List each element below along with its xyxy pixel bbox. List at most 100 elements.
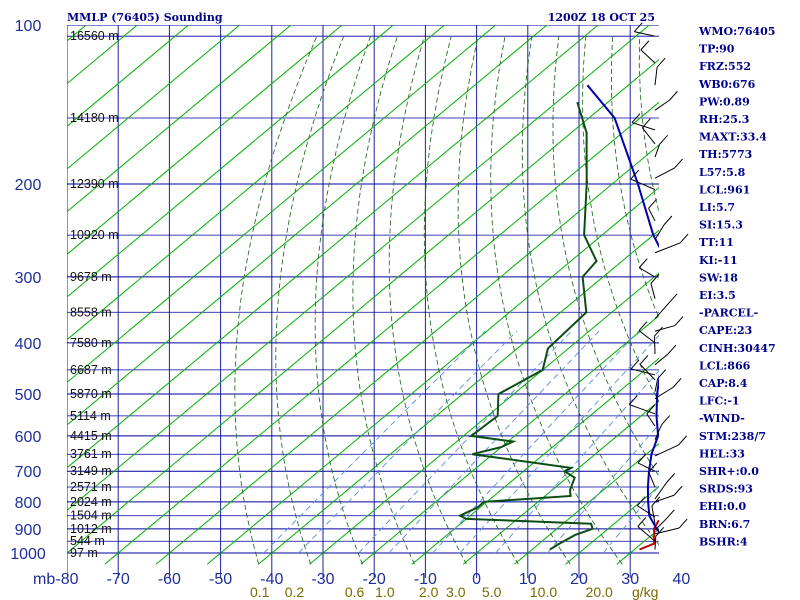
wind-barb: [654, 242, 681, 254]
wind-barb-flag: [637, 517, 647, 527]
skewed-isotherm: [67, 25, 548, 426]
index-item: -WIND-: [699, 412, 745, 425]
wind-barb-flag: [633, 22, 643, 33]
skewed-isotherm: [565, 485, 659, 565]
index-item: LFC:-1: [699, 395, 740, 408]
dry-adiabat: [314, 36, 371, 565]
wind-barb-flag: [667, 344, 677, 355]
wind-barb: [646, 413, 656, 427]
pressure-tick-label: 1000: [10, 546, 46, 563]
index-item: EHI:0.0: [699, 500, 746, 513]
wind-barb-flag: [651, 496, 661, 507]
index-item: SHR+:0.0: [699, 465, 759, 478]
skewed-isotherm: [206, 186, 659, 565]
mixing-ratio-label: 0.6: [345, 584, 365, 600]
dry-adiabat: [423, 36, 519, 565]
dry-adiabat: [747, 36, 800, 564]
wind-barb: [654, 144, 661, 158]
pressure-tick-label: 400: [15, 336, 42, 353]
temperature-tick-label: -40: [260, 571, 283, 588]
dry-adiabat: [457, 36, 571, 565]
temperature-tick-label: 0: [472, 571, 481, 588]
dry-adiabat: [352, 36, 415, 565]
temperature-tick-label: -80: [55, 571, 78, 588]
height-label: 4415 m: [70, 429, 112, 443]
wind-barb: [634, 31, 656, 37]
skewed-isotherm: [360, 315, 659, 565]
skewed-isotherm: [67, 25, 395, 298]
wind-barb: [639, 363, 656, 381]
index-item: PW:0.89: [699, 95, 750, 108]
pressure-tick-label: 900: [15, 522, 42, 539]
mixing-ratio-label: 3.0: [446, 584, 466, 600]
pressure-tick-label: 500: [15, 387, 42, 404]
skewed-isotherm: [309, 272, 659, 565]
mixing-ratio-line: [358, 330, 572, 554]
temperature-tick-label: -50: [209, 571, 232, 588]
index-item: L57:5.8: [699, 166, 746, 179]
wind-barb-flag: [630, 169, 640, 180]
height-label: 2571 m: [70, 480, 112, 494]
temperature-tick-label: 20: [570, 571, 588, 588]
height-label: 2024 m: [70, 495, 112, 509]
wind-barb: [629, 404, 656, 415]
mixing-ratio-label: 5.0: [482, 584, 502, 600]
parcel-profile: [586, 84, 659, 534]
wind-barb: [651, 505, 656, 524]
wind-barb: [636, 505, 656, 518]
height-label: 9678 m: [70, 270, 112, 284]
height-label: 544 m: [70, 534, 105, 548]
wind-barb: [630, 368, 656, 376]
wind-barb-flag: [640, 40, 650, 51]
temperature-tick-label: 40: [673, 571, 691, 588]
dry-adiabat: [490, 36, 623, 565]
height-label: 10920 m: [70, 228, 119, 242]
index-item: SRDS:93: [699, 483, 753, 496]
wind-barb-flag: [648, 198, 657, 209]
skewed-isotherm: [155, 144, 659, 565]
temperature-tick-label: 30: [621, 571, 639, 588]
temperature-tick-label: -60: [158, 571, 181, 588]
skewed-isotherm: [67, 25, 651, 512]
temperature-tick-label: -10: [414, 571, 437, 588]
height-label: 6687 m: [70, 363, 112, 377]
index-item: BSHR:4: [699, 535, 748, 548]
wind-barb-flag: [638, 321, 648, 331]
wind-barb: [654, 482, 668, 500]
skewed-isotherm: [411, 357, 659, 565]
index-item: RH:25.3: [699, 113, 749, 126]
height-label: 12390 m: [70, 177, 119, 191]
pressure-unit-label: mb: [33, 571, 55, 588]
skewed-isotherm: [462, 400, 659, 565]
skewed-isotherm: [67, 25, 241, 170]
index-item: SW:18: [699, 271, 738, 284]
chart-title: MMLP (76405) Sounding: [67, 11, 223, 24]
wind-barb-flag: [631, 113, 641, 123]
chart-series: [457, 84, 659, 551]
pressure-tick-label: 700: [15, 464, 42, 481]
wind-barb: [638, 267, 656, 278]
wind-barbs: [628, 22, 689, 550]
mixing-ratio-line: [432, 330, 639, 554]
wind-barb: [654, 518, 667, 531]
wind-barb-flag: [661, 415, 671, 425]
wind-barb-flag: [639, 354, 649, 365]
pressure-tick-label: 300: [15, 270, 42, 287]
wind-barb-flag: [638, 258, 648, 269]
wind-barb-flag: [678, 435, 688, 446]
wind-barb-flag: [668, 293, 678, 304]
wind-barb: [654, 378, 659, 392]
index-item: MAXT:33.4: [699, 131, 767, 144]
height-label: 3761 m: [70, 447, 112, 461]
wind-barb: [654, 386, 674, 400]
wind-barb-flag: [674, 316, 684, 326]
mixing-ratio-line: [263, 330, 486, 554]
skewed-isotherm: [104, 101, 659, 565]
wind-barb: [648, 471, 656, 488]
pressure-tick-label: 100: [15, 18, 42, 35]
pressure-tick-label: 200: [15, 177, 42, 194]
wind-barb-flag: [657, 369, 667, 379]
wind-barb: [654, 224, 665, 240]
